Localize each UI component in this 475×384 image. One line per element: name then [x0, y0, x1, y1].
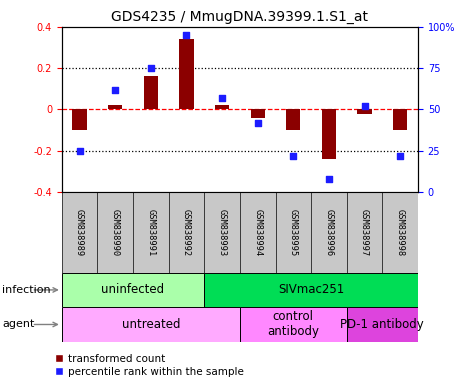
- Text: infection: infection: [2, 285, 51, 295]
- Text: GSM838992: GSM838992: [182, 209, 191, 256]
- Bar: [393, 109, 407, 130]
- Text: control
antibody: control antibody: [267, 311, 319, 338]
- Bar: [62, 307, 240, 342]
- Point: [111, 86, 119, 93]
- Text: GSM838994: GSM838994: [253, 209, 262, 256]
- Bar: [251, 109, 265, 118]
- Text: PD-1 antibody: PD-1 antibody: [341, 318, 424, 331]
- Bar: [204, 273, 418, 307]
- Bar: [357, 109, 371, 114]
- Text: GSM838993: GSM838993: [218, 209, 227, 256]
- Title: GDS4235 / MmugDNA.39399.1.S1_at: GDS4235 / MmugDNA.39399.1.S1_at: [111, 10, 369, 25]
- Bar: [72, 109, 86, 130]
- Point: [147, 65, 155, 71]
- Text: GSM838998: GSM838998: [396, 209, 405, 256]
- Text: GSM838996: GSM838996: [324, 209, 333, 256]
- Text: agent: agent: [2, 319, 35, 329]
- Point: [76, 148, 84, 154]
- Bar: [322, 109, 336, 159]
- Point: [325, 176, 332, 182]
- Bar: [240, 307, 347, 342]
- Text: untreated: untreated: [122, 318, 180, 331]
- Bar: [108, 105, 123, 109]
- Bar: [286, 109, 300, 130]
- Point: [218, 95, 226, 101]
- Bar: [143, 76, 158, 109]
- Point: [289, 152, 297, 159]
- Legend: transformed count, percentile rank within the sample: transformed count, percentile rank withi…: [53, 351, 247, 379]
- Bar: [347, 307, 418, 342]
- Bar: [215, 105, 229, 109]
- Text: GSM838997: GSM838997: [360, 209, 369, 256]
- Bar: [180, 39, 194, 109]
- Point: [396, 152, 404, 159]
- Text: SIVmac251: SIVmac251: [278, 283, 344, 296]
- Text: GSM838990: GSM838990: [111, 209, 120, 256]
- Text: GSM838995: GSM838995: [289, 209, 298, 256]
- Text: GSM838991: GSM838991: [146, 209, 155, 256]
- Point: [182, 32, 190, 38]
- Point: [361, 103, 369, 109]
- Bar: [62, 273, 204, 307]
- Text: uninfected: uninfected: [102, 283, 164, 296]
- Text: GSM838989: GSM838989: [75, 209, 84, 256]
- Point: [254, 119, 261, 126]
